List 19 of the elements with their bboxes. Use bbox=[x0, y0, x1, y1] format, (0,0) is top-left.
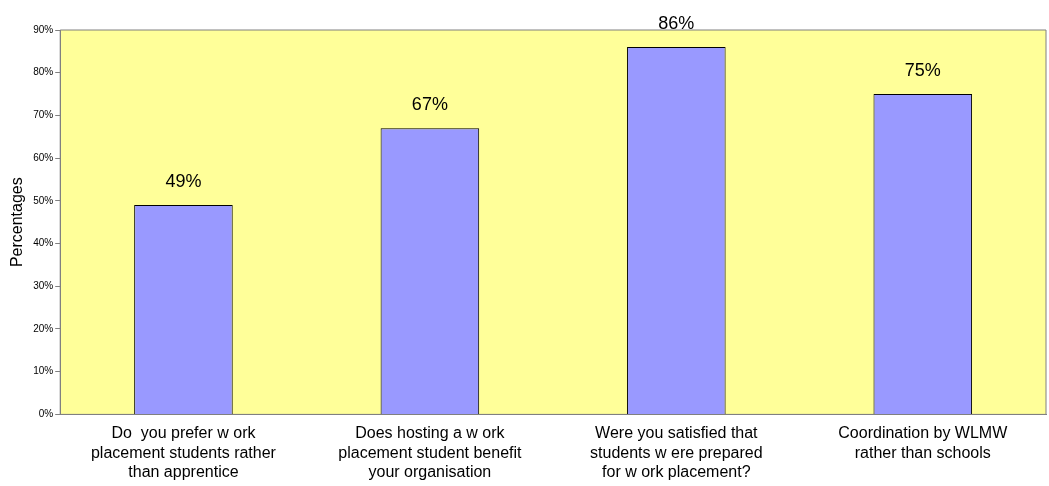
x-tick-label: Do you prefer w ork placement students rather than apprentice bbox=[90, 424, 277, 480]
y-tick-label: 20% bbox=[33, 322, 54, 334]
y-tick-label: 90% bbox=[33, 23, 54, 35]
x-tick-label: Does hosting a w ork placement student benefit your organisation bbox=[338, 424, 523, 480]
y-tick-label: 40% bbox=[33, 237, 54, 249]
x-tick-label: Coordination by WLMW rather than schools bbox=[838, 424, 1009, 461]
y-tick-label: 50% bbox=[33, 194, 54, 206]
y-tick-label: 0% bbox=[38, 408, 54, 420]
y-tick-label: 10% bbox=[33, 365, 54, 377]
data-label: 49% bbox=[165, 171, 202, 192]
y-tick-label: 60% bbox=[33, 151, 54, 163]
x-tick-label: Were you satisfied that students w ere prepared for w ork placement? bbox=[590, 424, 763, 480]
data-label: 86% bbox=[658, 13, 695, 34]
data-label: 75% bbox=[904, 60, 941, 81]
y-tick-label: 30% bbox=[33, 280, 54, 292]
data-label: 67% bbox=[411, 94, 448, 115]
y-axis-title: Percentages bbox=[8, 177, 26, 268]
y-tick-label: 70% bbox=[33, 109, 54, 121]
y-tick-label: 80% bbox=[33, 66, 54, 78]
